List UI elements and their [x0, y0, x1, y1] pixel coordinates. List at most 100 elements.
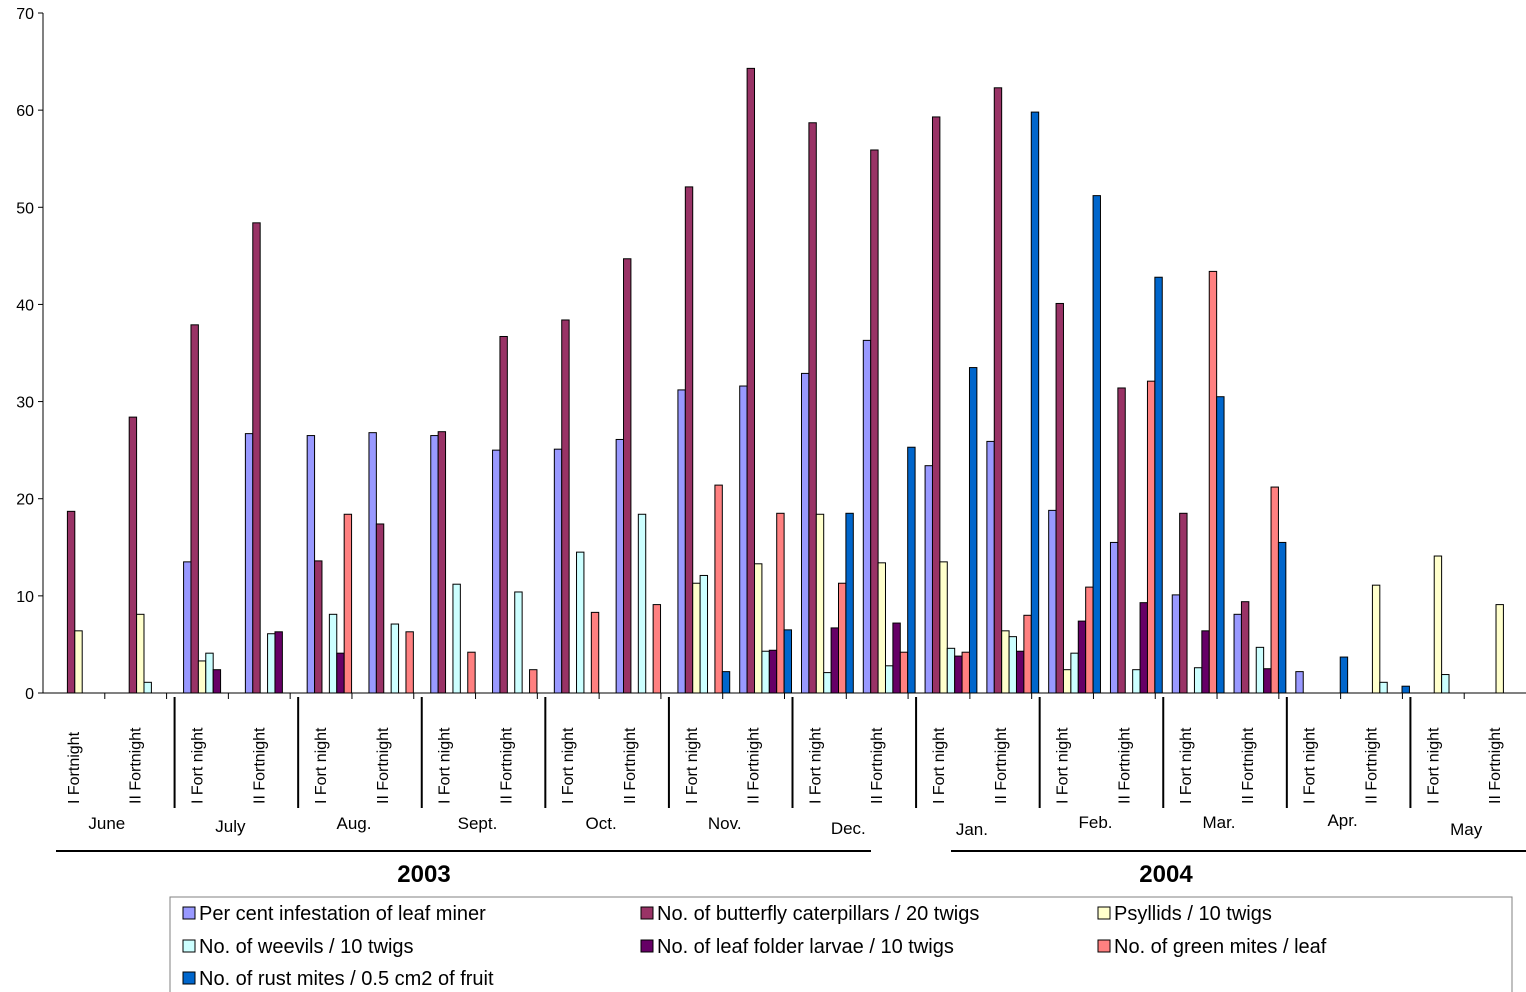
bar-no-of-butterfly-caterpillars-20-twigs-0: [66, 510, 76, 694]
bar-no-of-rust-mites-0-5-cm2-of-fruit-16: [1092, 195, 1101, 694]
bar-psyllids-10-twigs-12: [815, 513, 825, 694]
x-tick-label-12: I Fort night: [807, 727, 824, 804]
bar-no-of-butterfly-caterpillars-20-twigs-7: [499, 335, 508, 694]
y-tick-label-50: 50: [16, 200, 34, 217]
bar-no-of-rust-mites-0-5-cm2-of-fruit-18: [1216, 396, 1225, 694]
month-label-nov: Nov.: [708, 814, 742, 833]
legend-item-psyllids-10-twigs: Psyllids / 10 twigs: [1097, 903, 1272, 925]
month-label-feb: Feb.: [1078, 813, 1112, 832]
bar-no-of-rust-mites-0-5-cm2-of-fruit-21: [1401, 685, 1410, 694]
bar-psyllids-10-twigs-13: [877, 562, 886, 694]
bar-no-of-leaf-folder-larvae-10-twigs-13: [892, 622, 901, 694]
bar-no-of-green-mites-leaf-16: [1085, 586, 1094, 694]
legend-item-no-of-butterfly-caterpillars-20-twigs: No. of butterfly caterpillars / 20 twigs: [640, 903, 979, 925]
bar-psyllids-10-twigs-16: [1062, 669, 1072, 694]
month-label-mar: Mar.: [1202, 813, 1235, 832]
x-tick-label-7: II Fortnight: [498, 727, 515, 804]
bar-no-of-leaf-folder-larvae-10-twigs-4: [336, 652, 345, 694]
bar-no-of-leaf-folder-larvae-10-twigs-12: [830, 627, 839, 694]
x-tick-label-3: II Fortnight: [251, 727, 268, 804]
legend-swatch-5: [1097, 939, 1111, 953]
bar-no-of-butterfly-caterpillars-20-twigs-17: [1117, 387, 1126, 694]
series-no-of-rust-mites-0-5-cm2-of-fruit: [721, 111, 1410, 694]
x-tick-label-22: I Fort night: [1425, 727, 1442, 804]
legend-item-no-of-weevils-10-twigs: No. of weevils / 10 twigs: [182, 936, 414, 958]
bar-no-of-weevils-10-twigs-8: [576, 551, 585, 694]
legend-label-0: Per cent infestation of leaf miner: [199, 903, 486, 925]
bar-no-of-weevils-10-twigs-13: [884, 665, 894, 694]
bar-no-of-green-mites-leaf-9: [652, 604, 662, 694]
bar-no-of-leaf-folder-larvae-10-twigs-19: [1263, 668, 1272, 694]
bar-no-of-green-mites-leaf-13: [899, 651, 909, 694]
series-no-of-weevils-10-twigs: [143, 513, 1450, 694]
x-tick-label-19: II Fortnight: [1240, 727, 1257, 804]
legend-label-4: No. of leaf folder larvae / 10 twigs: [657, 936, 954, 958]
bar-psyllids-10-twigs-11: [754, 563, 763, 694]
bar-per-cent-infestation-of-leaf-miner-2: [183, 561, 192, 694]
legend-label-6: No. of rust mites / 0.5 cm2 of fruit: [199, 968, 494, 990]
bar-no-of-weevils-10-twigs-5: [390, 623, 400, 694]
bar-per-cent-infestation-of-leaf-miner-15: [986, 440, 995, 694]
bar-no-of-butterfly-caterpillars-20-twigs-2: [190, 324, 199, 694]
bar-per-cent-infestation-of-leaf-miner-4: [306, 435, 316, 694]
bar-no-of-butterfly-caterpillars-20-twigs-6: [437, 431, 447, 694]
legend-swatch-6: [182, 971, 196, 985]
bar-no-of-green-mites-leaf-4: [343, 513, 353, 694]
bar-no-of-butterfly-caterpillars-20-twigs-18: [1179, 512, 1188, 694]
month-label-jan: Jan.: [956, 820, 988, 839]
bar-no-of-leaf-folder-larvae-10-twigs-16: [1077, 620, 1087, 694]
bar-no-of-green-mites-leaf-8: [590, 611, 600, 694]
bar-no-of-weevils-10-twigs-15: [1008, 636, 1017, 694]
bar-per-cent-infestation-of-leaf-miner-20: [1295, 671, 1304, 694]
x-tick-label-2: I Fort night: [190, 727, 207, 804]
legend-label-1: No. of butterfly caterpillars / 20 twigs: [657, 903, 979, 925]
bar-no-of-rust-mites-0-5-cm2-of-fruit-15: [1030, 111, 1040, 694]
bar-no-of-green-mites-leaf-18: [1208, 270, 1218, 694]
legend-swatch-2: [1097, 906, 1111, 920]
bar-no-of-leaf-folder-larvae-10-twigs-14: [954, 655, 963, 694]
x-tick-label-18: I Fort night: [1178, 727, 1195, 804]
bar-psyllids-10-twigs-15: [1001, 630, 1010, 694]
bar-no-of-butterfly-caterpillars-20-twigs-3: [252, 222, 261, 694]
bar-no-of-butterfly-caterpillars-20-twigs-16: [1055, 302, 1064, 694]
bar-no-of-green-mites-leaf-14: [961, 651, 970, 694]
x-axis-labels: I Fortnight II Fortnight I Fort night II Fo…: [56, 697, 1526, 888]
bar-no-of-weevils-10-twigs-16: [1070, 652, 1079, 694]
y-tick-label-10: 10: [16, 589, 34, 606]
y-tick-label-60: 60: [16, 103, 34, 120]
bar-no-of-weevils-10-twigs-18: [1193, 667, 1203, 694]
bar-no-of-butterfly-caterpillars-20-twigs-11: [746, 67, 756, 694]
bar-no-of-green-mites-leaf-17: [1146, 380, 1156, 694]
bar-psyllids-10-twigs-0: [74, 630, 83, 694]
bar-no-of-butterfly-caterpillars-20-twigs-19: [1240, 601, 1250, 694]
bar-per-cent-infestation-of-leaf-miner-13: [862, 339, 872, 694]
bar-no-of-weevils-10-twigs-17: [1132, 669, 1141, 694]
legend-box: [169, 896, 1513, 992]
bar-no-of-leaf-folder-larvae-10-twigs-15: [1015, 650, 1025, 694]
bar-no-of-rust-mites-0-5-cm2-of-fruit-10: [721, 671, 731, 694]
bar-no-of-butterfly-caterpillars-20-twigs-9: [623, 258, 632, 694]
legend-label-3: No. of weevils / 10 twigs: [199, 936, 414, 958]
x-tick-label-1: II Fortnight: [128, 727, 145, 804]
bar-no-of-butterfly-caterpillars-20-twigs-14: [931, 116, 941, 694]
legend-label-5: No. of green mites / leaf: [1114, 936, 1327, 958]
legend-swatch-4: [640, 939, 654, 953]
x-tick-label-4: I Fort night: [313, 727, 330, 804]
x-tick-label-15: II Fortnight: [993, 727, 1010, 804]
bar-no-of-rust-mites-0-5-cm2-of-fruit-20: [1339, 656, 1349, 694]
bar-per-cent-infestation-of-leaf-miner-17: [1109, 541, 1119, 694]
series-no-of-butterfly-caterpillars-20-twigs: [66, 67, 1250, 694]
month-label-june: June: [88, 814, 125, 833]
bar-no-of-butterfly-caterpillars-20-twigs-10: [684, 186, 694, 694]
bar-no-of-leaf-folder-larvae-10-twigs-17: [1139, 602, 1148, 694]
bar-per-cent-infestation-of-leaf-miner-10: [677, 389, 686, 694]
bar-no-of-weevils-10-twigs-6: [452, 583, 461, 694]
year-label-2004: 2004: [1139, 861, 1193, 888]
bar-per-cent-infestation-of-leaf-miner-5: [368, 432, 377, 694]
bar-psyllids-10-twigs-1: [136, 613, 145, 694]
bar-no-of-weevils-10-twigs-21: [1379, 681, 1388, 694]
bar-no-of-weevils-10-twigs-11: [761, 650, 770, 694]
bar-per-cent-infestation-of-leaf-miner-3: [244, 433, 254, 694]
month-label-sept: Sept.: [458, 814, 498, 833]
